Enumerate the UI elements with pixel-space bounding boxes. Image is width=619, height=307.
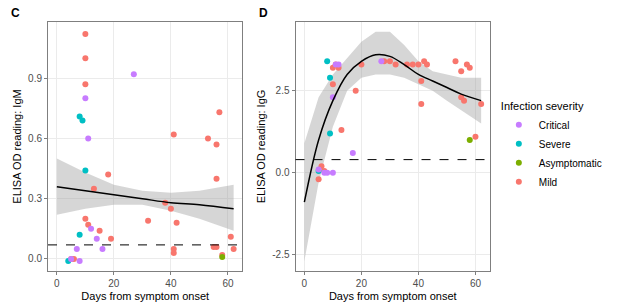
svg-text:20: 20 [356,278,368,289]
svg-text:40: 40 [165,278,177,289]
svg-text:ELISA OD reading: IgG: ELISA OD reading: IgG [255,90,267,204]
svg-text:Days from symptom onset: Days from symptom onset [329,290,457,302]
svg-text:60: 60 [470,278,482,289]
svg-text:Mild: Mild [539,177,557,188]
svg-text:-2.5: -2.5 [272,249,290,260]
svg-text:2.5: 2.5 [276,85,290,96]
svg-text:0.0: 0.0 [28,253,42,264]
svg-text:0.6: 0.6 [28,133,42,144]
svg-text:C: C [11,6,20,20]
svg-text:0.3: 0.3 [28,193,42,204]
svg-text:Asymptomatic: Asymptomatic [539,158,602,169]
svg-text:0.9: 0.9 [28,73,42,84]
svg-text:ELISA OD reading: IgM: ELISA OD reading: IgM [11,89,23,203]
svg-text:40: 40 [413,278,425,289]
svg-text:Critical: Critical [539,120,570,131]
svg-text:0: 0 [54,278,60,289]
svg-text:D: D [259,6,268,20]
svg-text:0.0: 0.0 [276,167,290,178]
svg-text:20: 20 [108,278,120,289]
svg-text:Days from symptom onset: Days from symptom onset [81,290,209,302]
svg-text:Infection severity: Infection severity [501,100,584,112]
svg-text:60: 60 [222,278,234,289]
svg-text:0: 0 [302,278,308,289]
svg-text:Severe: Severe [539,139,571,150]
